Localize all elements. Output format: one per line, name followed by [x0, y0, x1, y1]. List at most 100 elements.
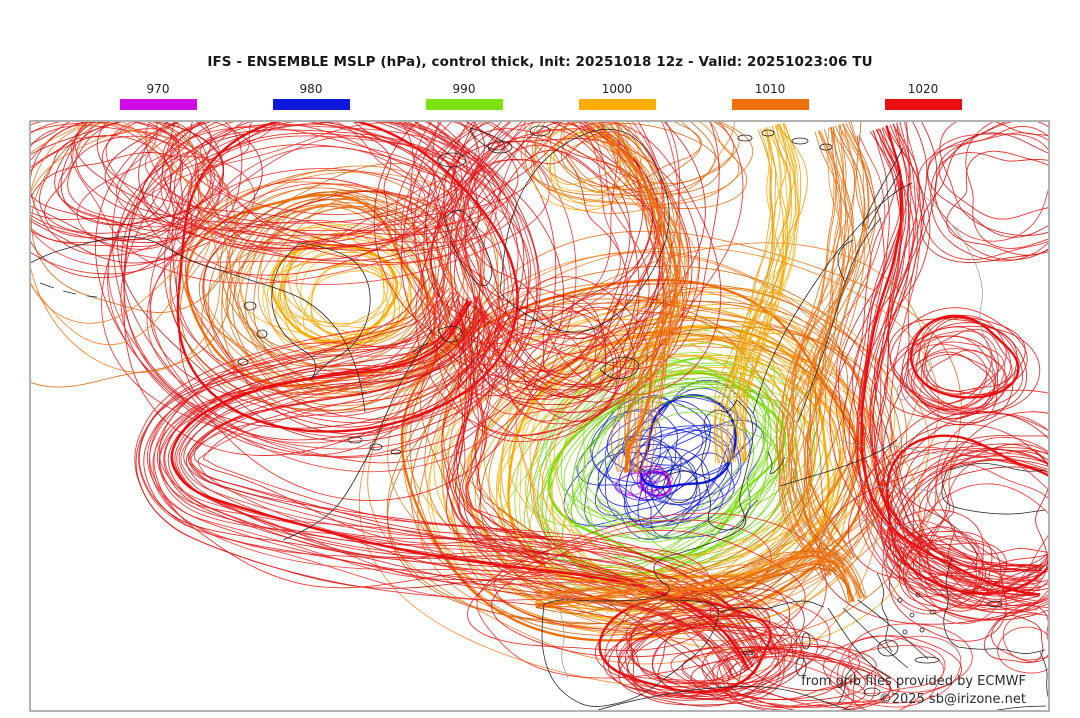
member-contour	[500, 303, 861, 612]
member-contour	[584, 126, 665, 472]
coastline	[719, 600, 825, 613]
member-contour	[462, 296, 549, 553]
coastline	[861, 147, 904, 227]
island-or-lake	[915, 592, 921, 598]
member-contour	[570, 395, 783, 562]
member-contour	[875, 126, 1043, 567]
member-contour	[577, 380, 767, 522]
island-or-lake	[791, 137, 809, 145]
control-contour	[170, 301, 750, 671]
member-contour	[866, 449, 1048, 611]
coastline	[827, 607, 891, 679]
member-contour	[535, 552, 859, 601]
member-contour	[726, 124, 788, 463]
member-contour	[596, 411, 780, 555]
member-contour	[536, 356, 847, 572]
coastline	[437, 325, 463, 343]
member-contour	[934, 122, 1048, 261]
member-contour	[149, 168, 501, 457]
member-contour	[590, 122, 675, 473]
member-contour	[169, 123, 519, 420]
member-contour	[453, 149, 665, 399]
island-or-lake	[437, 152, 467, 168]
coastline	[1039, 651, 1048, 698]
member-contour	[31, 122, 255, 267]
member-contour	[31, 122, 224, 244]
member-contour	[887, 440, 1048, 580]
member-contour	[31, 122, 243, 240]
coastline	[797, 217, 882, 423]
legend-label: 1010	[754, 82, 786, 96]
ensemble-contours-layer	[31, 122, 1048, 710]
member-contour	[542, 306, 636, 391]
member-contour	[425, 122, 672, 401]
member-contour	[591, 122, 668, 473]
coastline	[543, 499, 759, 605]
border-line	[559, 609, 569, 679]
member-contour	[195, 122, 445, 247]
member-contour	[571, 401, 754, 539]
member-contour	[848, 623, 973, 693]
coastline	[941, 469, 1046, 515]
member-contour	[563, 122, 740, 185]
island-or-lake	[819, 143, 833, 151]
coastline	[949, 462, 1047, 472]
member-contour	[31, 122, 197, 275]
member-contour	[466, 547, 712, 651]
member-contour	[946, 150, 1048, 256]
member-contour	[625, 615, 805, 701]
member-contour	[720, 127, 777, 463]
member-contour	[792, 127, 853, 569]
border-line	[854, 479, 946, 496]
member-contour	[882, 122, 1043, 569]
member-contour	[603, 589, 802, 694]
member-contour	[476, 512, 827, 679]
member-contour	[432, 122, 744, 386]
member-contour	[31, 122, 263, 264]
member-contour	[524, 122, 735, 200]
member-contour	[782, 128, 843, 575]
island-or-lake	[742, 650, 754, 656]
member-contour	[869, 122, 1041, 582]
member-contour	[556, 387, 797, 543]
member-contour	[628, 606, 797, 685]
island-or-lake	[897, 597, 903, 603]
island-or-lake	[795, 657, 807, 677]
member-contour	[172, 305, 749, 670]
member-contour	[180, 313, 764, 661]
control-contour	[598, 596, 772, 694]
legend-item-980: 980	[272, 82, 350, 110]
legend-label: 970	[146, 82, 170, 96]
member-contour	[164, 299, 750, 670]
member-contour	[549, 327, 776, 571]
member-contour	[514, 364, 770, 577]
credit-copyright: ©2025 sb@irizone.net	[878, 692, 1026, 707]
island-or-lake	[801, 632, 811, 650]
contour-group-alaska-1020	[31, 122, 263, 279]
member-contour	[498, 327, 607, 422]
member-contour	[901, 316, 1018, 424]
member-contour	[74, 122, 535, 244]
coastline	[837, 667, 853, 705]
member-contour	[413, 122, 662, 441]
member-contour	[452, 298, 547, 564]
member-contour	[163, 122, 468, 260]
member-contour	[870, 443, 1048, 600]
border-line	[355, 390, 372, 395]
member-contour	[841, 635, 962, 704]
coastline	[752, 182, 913, 415]
member-contour	[727, 125, 788, 463]
member-contour	[682, 644, 900, 709]
legend-swatch	[731, 99, 809, 110]
coastlines-layer	[31, 125, 1048, 710]
member-contour	[433, 122, 720, 397]
member-contour	[560, 123, 721, 195]
coastline	[443, 210, 493, 287]
member-contour	[31, 122, 232, 388]
member-contour	[926, 443, 1048, 594]
island-or-lake	[896, 383, 910, 401]
member-contour	[848, 128, 1039, 605]
member-contour	[146, 183, 509, 438]
contour-group-novaya-zemlya-1020	[916, 122, 1048, 263]
